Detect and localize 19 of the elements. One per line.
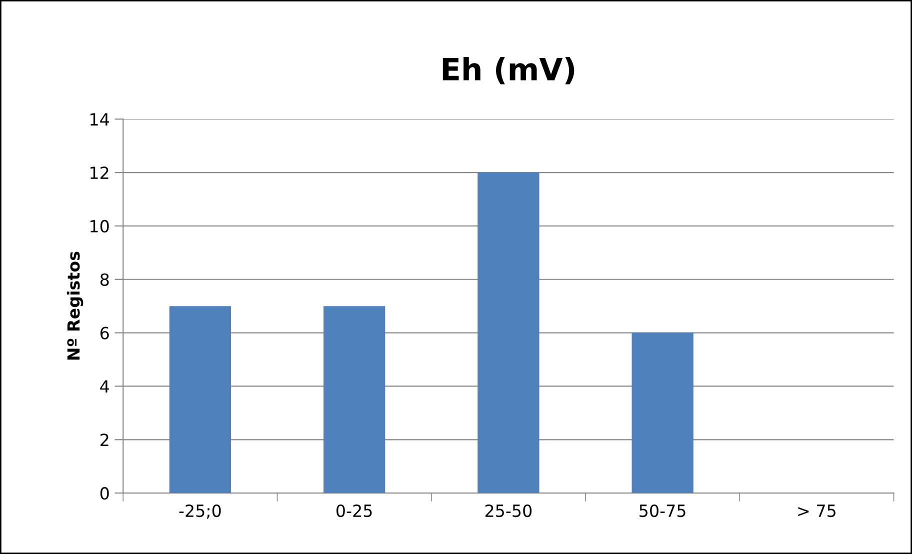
y-tick-label: 10 — [90, 220, 109, 233]
y-tick-label: 6 — [100, 326, 109, 340]
y-tick-label: 2 — [100, 434, 108, 446]
y-tick-label: 12 — [90, 166, 108, 179]
x-tick-label: -25;0 — [179, 504, 221, 519]
x-tick-label: 0-25 — [336, 504, 372, 518]
x-tick-label: > 75 — [798, 504, 836, 518]
bar — [478, 172, 540, 494]
chart-title: Eh (mV) — [442, 57, 574, 84]
x-tick-label: 25-50 — [485, 504, 532, 518]
y-axis-title: Nº Registos — [66, 252, 84, 360]
y-tick-label: 14 — [90, 113, 109, 126]
x-tick-label: 50-75 — [640, 504, 686, 518]
y-tick-label: 4 — [100, 380, 109, 393]
bar — [632, 332, 694, 494]
y-tick-label: 8 — [100, 273, 109, 286]
bar — [323, 306, 386, 494]
y-tick-label: 0 — [100, 487, 109, 500]
bar — [169, 306, 232, 494]
